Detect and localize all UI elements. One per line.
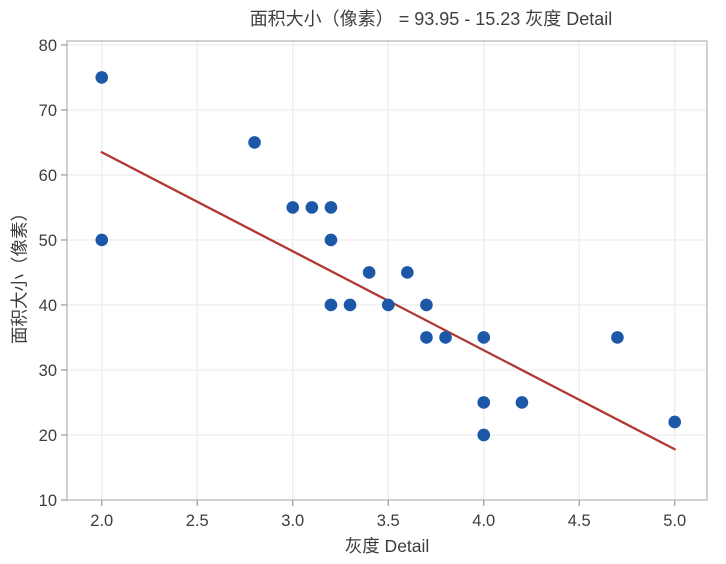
x-tick-label: 4.5 [568, 512, 591, 530]
y-tick-label: 60 [39, 167, 57, 185]
x-tick-label: 2.0 [90, 512, 113, 530]
plot-area [67, 41, 707, 500]
data-point [95, 233, 109, 247]
y-tick-label: 30 [39, 362, 57, 380]
data-point [477, 331, 491, 344]
data-point [324, 233, 338, 247]
data-point [420, 331, 433, 344]
data-point [362, 266, 376, 279]
data-point [305, 201, 319, 214]
data-point [611, 331, 624, 344]
x-tick-label: 5.0 [663, 512, 686, 530]
y-tick-label: 40 [39, 297, 57, 315]
x-tick-label: 4.0 [472, 512, 495, 530]
plot-frame [66, 40, 708, 501]
data-point [248, 136, 261, 149]
data-point [381, 298, 395, 312]
x-tick-label: 3.5 [377, 512, 400, 530]
data-point [343, 298, 357, 312]
y-tick-label: 10 [39, 492, 57, 510]
data-point [439, 331, 452, 344]
chart-title: 面积大小（像素） = 93.95 - 15.23 灰度 Detail [249, 9, 613, 29]
data-point [668, 415, 682, 429]
x-axis-title: 灰度 Detail [344, 536, 430, 556]
data-point [324, 201, 338, 214]
data-point [515, 396, 529, 409]
x-tick-label: 2.5 [186, 512, 209, 530]
y-tick-label: 70 [39, 102, 57, 120]
data-point [477, 428, 491, 442]
data-point [477, 396, 491, 409]
y-tick-label: 50 [39, 232, 57, 250]
data-point [95, 71, 109, 84]
x-tick-label: 3.0 [281, 512, 304, 530]
data-point [286, 201, 300, 214]
y-tick-label: 80 [39, 37, 57, 55]
data-point [420, 298, 433, 312]
data-point [401, 266, 414, 279]
data-point [324, 298, 338, 312]
y-tick-label: 20 [39, 427, 57, 445]
